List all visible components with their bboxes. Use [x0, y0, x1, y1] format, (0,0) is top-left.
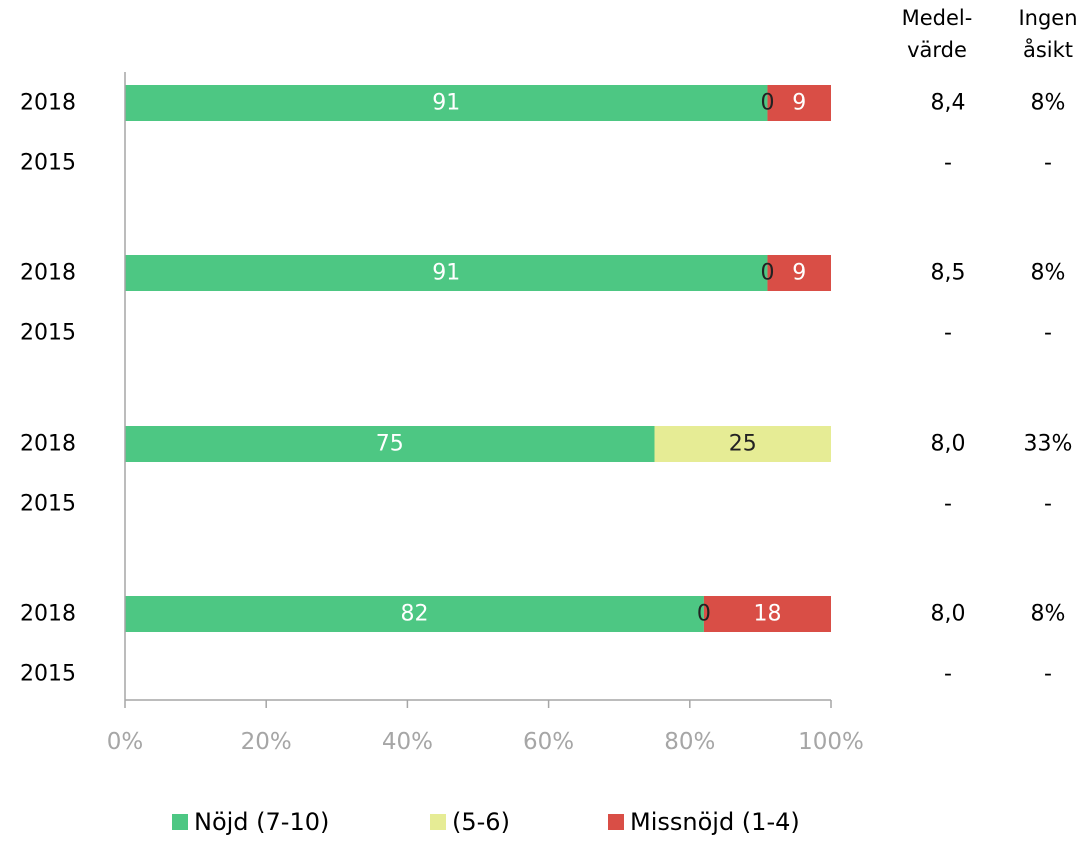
bar-dissatisfied-row-2: [767, 255, 831, 291]
data-label-dissatisfied-row-2: 9: [792, 261, 806, 286]
legend-label-satisfied: Nöjd (7-10): [194, 808, 330, 836]
legend-item-satisfied: Nöjd (7-10): [172, 808, 329, 836]
legend-swatch-satisfied: [172, 814, 188, 830]
x-tick-label: 80%: [664, 729, 715, 755]
mean-value: -: [944, 492, 952, 517]
x-tick-label: 0%: [107, 729, 144, 755]
data-label-satisfied-row-6: 82: [400, 602, 428, 627]
category-label: 2015: [20, 662, 76, 687]
no-opinion-value: 8%: [1031, 261, 1066, 286]
data-label-satisfied-row-2: 91: [432, 261, 460, 286]
mean-header-line2: värde: [907, 38, 967, 62]
no-opinion-header: Ingen åsikt: [1008, 2, 1088, 66]
mean-value: -: [944, 151, 952, 176]
bar-neutral-row-4: [654, 426, 831, 462]
mean-value: -: [944, 321, 952, 346]
no-opinion-value: 33%: [1024, 432, 1073, 457]
category-label: 2018: [20, 261, 76, 286]
no-opinion-header-line1: Ingen: [1018, 6, 1078, 30]
mean-value: 8,5: [931, 261, 966, 286]
no-opinion-value: 8%: [1031, 602, 1066, 627]
category-label: 2015: [20, 492, 76, 517]
data-label-dissatisfied-row-6: 18: [753, 602, 781, 627]
bar-dissatisfied-row-6: [703, 596, 831, 632]
data-label-neutral-row-4: 25: [729, 432, 757, 457]
bar-satisfied-row-6: [125, 596, 704, 632]
x-tick-label: 40%: [382, 729, 433, 755]
legend-item-dissatisfied: Missnöjd (1-4): [608, 808, 800, 836]
no-opinion-value: -: [1044, 662, 1052, 687]
category-label: 2018: [20, 91, 76, 116]
legend-item-neutral: (5-6): [430, 808, 510, 836]
data-label-neutral-row-0: 0: [760, 91, 774, 116]
data-label-satisfied-row-4: 75: [376, 432, 404, 457]
bar-satisfied-row-0: [125, 85, 768, 121]
mean-value: 8,4: [931, 91, 966, 116]
legend-label-dissatisfied: Missnöjd (1-4): [630, 808, 800, 836]
bar-satisfied-row-2: [125, 255, 768, 291]
no-opinion-header-line2: åsikt: [1022, 38, 1074, 62]
legend-label-neutral: (5-6): [452, 808, 510, 836]
bar-dissatisfied-row-0: [767, 85, 831, 121]
data-label-neutral-row-2: 0: [760, 261, 774, 286]
mean-header: Medel- värde: [897, 2, 977, 66]
bar-satisfied-row-4: [125, 426, 655, 462]
legend-swatch-neutral: [430, 814, 446, 830]
category-label: 2018: [20, 602, 76, 627]
no-opinion-value: 8%: [1031, 91, 1066, 116]
x-tick-label: 20%: [241, 729, 292, 755]
mean-value: 8,0: [931, 602, 966, 627]
data-label-neutral-row-6: 0: [697, 602, 711, 627]
data-label-satisfied-row-0: 91: [432, 91, 460, 116]
no-opinion-value: -: [1044, 492, 1052, 517]
mean-value: -: [944, 662, 952, 687]
legend-swatch-dissatisfied: [608, 814, 624, 830]
category-label: 2015: [20, 321, 76, 346]
x-tick-label: 60%: [523, 729, 574, 755]
x-tick-label: 100%: [798, 729, 864, 755]
category-label: 2015: [20, 151, 76, 176]
category-label: 2018: [20, 432, 76, 457]
no-opinion-value: -: [1044, 321, 1052, 346]
mean-value: 8,0: [931, 432, 966, 457]
no-opinion-value: -: [1044, 151, 1052, 176]
mean-header-line1: Medel-: [901, 6, 973, 30]
data-label-dissatisfied-row-0: 9: [792, 91, 806, 116]
